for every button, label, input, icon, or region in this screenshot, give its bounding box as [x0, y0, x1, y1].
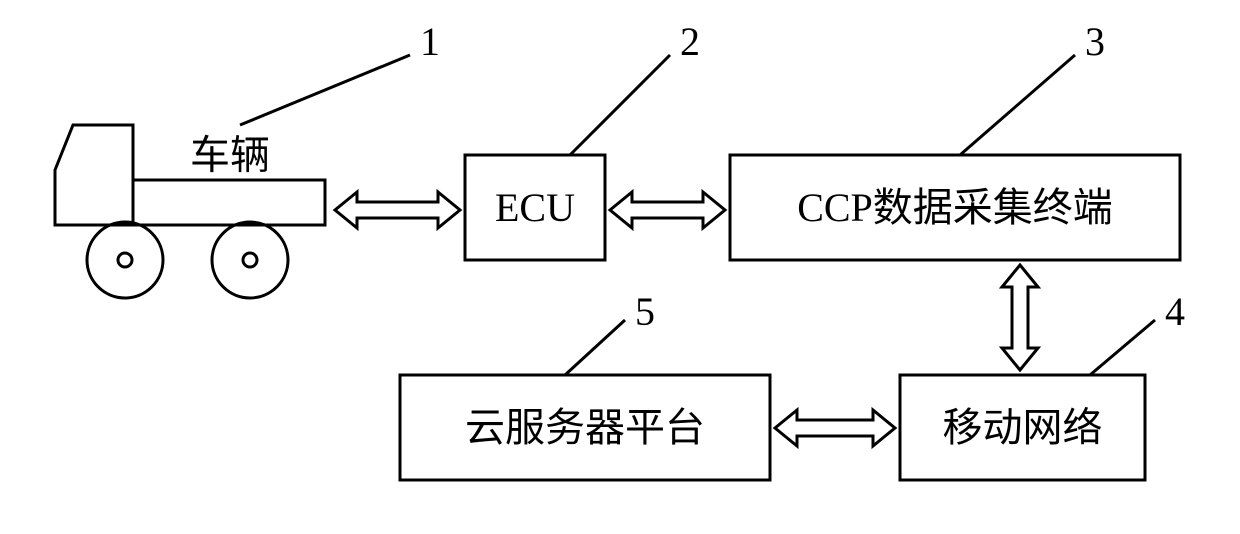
ecu-callout-line	[570, 55, 670, 155]
arrow-mobile-cloud	[775, 410, 895, 446]
arrow-ecu-ccp	[610, 192, 725, 228]
mobile-callout-number: 4	[1165, 289, 1185, 334]
arrow-vehicle-ecu	[335, 192, 460, 228]
vehicle-label: 车辆	[190, 133, 270, 178]
truck-icon: 车辆	[55, 125, 325, 298]
mobile-label: 移动网络	[943, 405, 1103, 450]
arrow-ccp-mobile	[1002, 265, 1038, 370]
ccp-callout-line	[960, 55, 1075, 155]
mobile-callout-line	[1090, 320, 1155, 375]
cloud-callout-line	[565, 320, 625, 375]
ecu-callout-number: 2	[680, 19, 700, 64]
ccp-callout-number: 3	[1085, 19, 1105, 64]
cloud-label: 云服务器平台	[465, 405, 705, 450]
ccp-node: CCP数据采集终端	[730, 155, 1180, 260]
diagram-canvas: 车辆 1 ECU 2 CCP数据采集终端 3 云服务器平台 5 移动网络 4	[0, 0, 1240, 534]
ccp-label: CCP数据采集终端	[797, 185, 1113, 230]
cloud-node: 云服务器平台	[400, 375, 770, 480]
vehicle-callout-number: 1	[420, 19, 440, 64]
ecu-node: ECU	[465, 155, 605, 260]
vehicle-callout-line	[240, 55, 410, 125]
ecu-label: ECU	[495, 185, 575, 230]
mobile-node: 移动网络	[900, 375, 1145, 480]
cloud-callout-number: 5	[635, 289, 655, 334]
